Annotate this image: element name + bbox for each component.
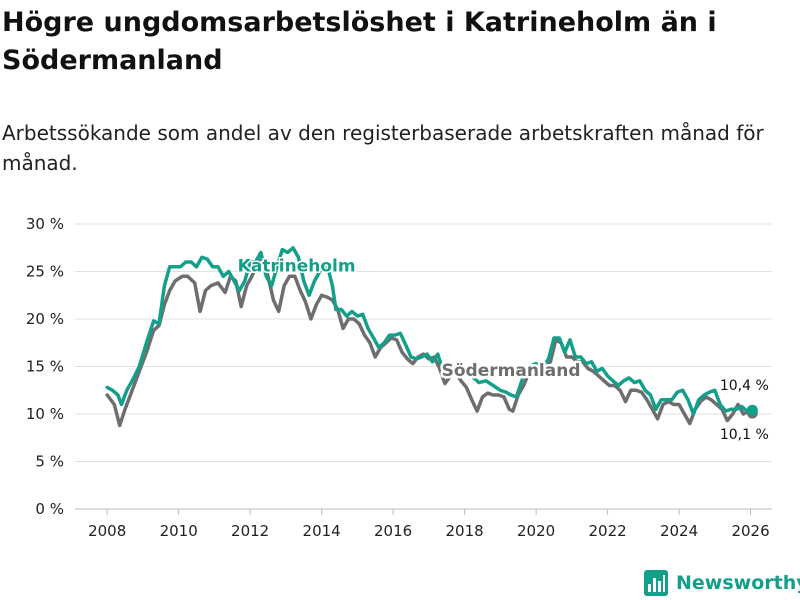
chart-subtitle: Arbetssökande som andel av den registerb…	[2, 121, 764, 175]
x-tick-label: 2014	[303, 522, 341, 540]
y-tick-label: 10 %	[26, 405, 64, 423]
x-axis: 2008 2010 2012 2014 2016 2018 2020 2022 2024 2026	[88, 509, 770, 540]
x-tick-label: 2024	[660, 522, 698, 540]
y-axis: 0 % 5 % 10 % 15 % 20 % 25 % 30 %	[26, 215, 64, 518]
y-tick-label: 30 %	[26, 215, 64, 233]
chart-title: Högre ungdomsarbetslöshet i Katrineholm …	[2, 7, 717, 76]
series-line-katrineholm	[105, 246, 755, 416]
y-tick-label: 25 %	[26, 263, 64, 281]
series-labels: Södermanland 10,1 % Katrineholm 10,4 %	[236, 255, 770, 445]
y-tick-label: 0 %	[35, 500, 64, 518]
series-line-sodermanland	[105, 257, 755, 428]
series-label-katrineholm: Katrineholm	[238, 257, 356, 277]
end-value-label-sodermanland: 10,1 %	[720, 427, 769, 443]
series-label-sodermanland: Södermanland	[442, 361, 581, 381]
end-point-katrineholm	[746, 404, 758, 416]
x-tick-label: 2022	[588, 522, 626, 540]
x-tick-label: 2020	[517, 522, 555, 540]
x-tick-label: 2018	[446, 522, 484, 540]
x-tick-label: 2026	[731, 522, 769, 540]
y-tick-label: 20 %	[26, 310, 64, 328]
y-tick-label: 15 %	[26, 358, 64, 376]
series-lines	[105, 246, 758, 428]
x-tick-label: 2016	[374, 522, 412, 540]
bar-chart-logo-icon	[644, 570, 668, 596]
x-tick-label: 2008	[88, 522, 126, 540]
x-tick-label: 2010	[160, 522, 198, 540]
y-tick-label: 5 %	[35, 453, 64, 471]
brand-name: Newsworthy	[676, 572, 800, 594]
newsworthy-logo: Newsworthy	[644, 568, 800, 598]
x-tick-label: 2012	[231, 522, 269, 540]
end-value-label-katrineholm: 10,4 %	[720, 378, 769, 394]
